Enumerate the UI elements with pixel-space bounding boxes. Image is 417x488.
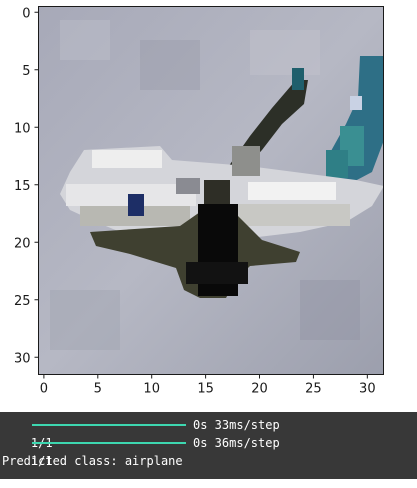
progress-bar	[32, 424, 186, 426]
progress-line-1: 1/10s 33ms/step	[0, 416, 417, 450]
x-tick-label: 5	[94, 382, 102, 397]
progress-fill	[32, 442, 186, 444]
axes-frame	[38, 6, 384, 375]
lower-wing	[90, 212, 300, 298]
step-time: 0s 36ms/step	[193, 436, 280, 450]
x-tick-label: 0	[40, 382, 48, 397]
y-tick-label: 25	[14, 294, 31, 309]
x-tick-label: 15	[197, 382, 214, 397]
x-tick-label: 30	[359, 382, 376, 397]
plot-area: 0 5 10 15 20 25 30 0 5 10 15 20 25 30	[13, 6, 384, 397]
y-tick-label: 5	[22, 64, 30, 79]
x-tick-label: 20	[251, 382, 268, 397]
y-tick-label: 10	[14, 121, 31, 136]
image-plot: 0 5 10 15 20 25 30 0 5 10 15 20 25 30	[14, 6, 384, 397]
airplane-image	[38, 6, 384, 374]
x-axis: 0 5 10 15 20 25 30	[40, 374, 376, 397]
y-tick-label: 30	[14, 351, 31, 366]
x-tick-label: 25	[305, 382, 322, 397]
y-tick-label: 20	[14, 236, 31, 251]
step-time: 0s 33ms/step	[193, 418, 280, 432]
x-tick-label: 10	[143, 382, 160, 397]
prediction-line: Predicted class: airplane	[2, 454, 183, 468]
progress-line-2: 1/1 0s 36ms/step	[0, 434, 417, 468]
y-tick-label: 0	[22, 6, 30, 21]
progress-fill	[32, 424, 186, 426]
progress-bar	[32, 442, 186, 444]
console-output: 1/10s 33ms/step 1/1 0s 36ms/step Predicte…	[0, 412, 417, 479]
y-tick-label: 15	[14, 179, 31, 194]
step-count: 1/1	[30, 454, 53, 468]
y-axis: 0 5 10 15 20 25 30	[14, 6, 39, 366]
